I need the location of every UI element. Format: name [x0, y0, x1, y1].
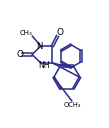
Text: NH: NH [38, 61, 50, 70]
Text: N: N [36, 42, 42, 51]
Text: O: O [16, 50, 23, 59]
Text: CH₃: CH₃ [20, 30, 33, 36]
Text: OCH₃: OCH₃ [63, 102, 81, 108]
Text: O: O [57, 28, 64, 37]
